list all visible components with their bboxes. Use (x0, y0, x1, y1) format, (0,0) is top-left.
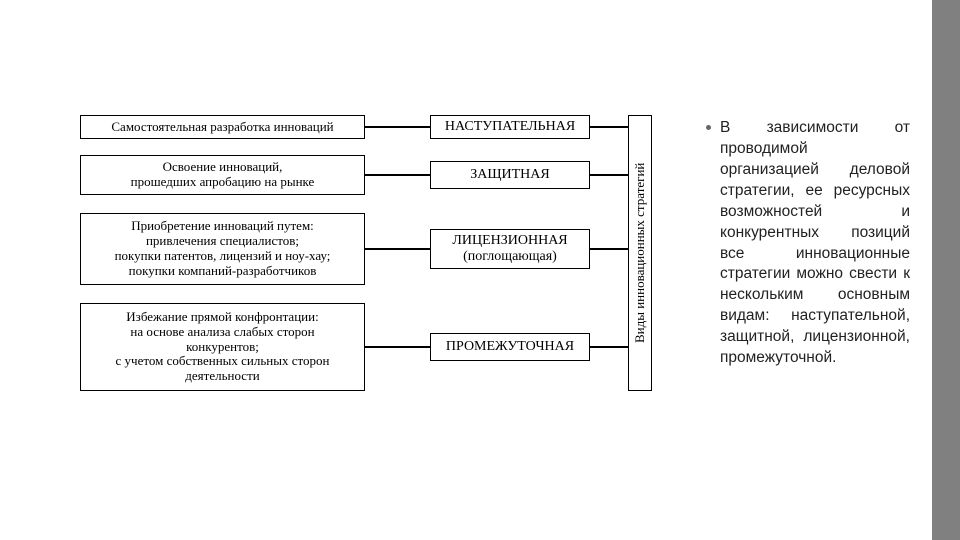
vertical-category-box: Виды инновационных стратегий (628, 115, 652, 391)
connector-l4 (365, 346, 430, 348)
connector-r2 (590, 174, 628, 176)
connector-l3 (365, 248, 430, 250)
explanation-paragraph: В зависимости от проводимой организацией… (720, 118, 910, 369)
strategy-diagram: Самостоятельная разработка инноваций Осв… (80, 115, 700, 495)
sidebar-decoration (932, 0, 960, 540)
slide-content: Самостоятельная разработка инноваций Осв… (0, 0, 932, 540)
left-box-2-text: Освоение инноваций, прошедших апробацию … (131, 160, 315, 190)
left-box-3-text: Приобретение инноваций путем: привлечени… (115, 219, 331, 279)
paragraph-text: В зависимости от проводимой организацией… (720, 119, 910, 366)
right-box-4: ПРОМЕЖУТОЧНАЯ (430, 333, 590, 361)
connector-r3 (590, 248, 628, 250)
left-box-4: Избежание прямой конфронтации: на основе… (80, 303, 365, 391)
right-box-2-text: ЗАЩИТНАЯ (470, 167, 549, 183)
bullet-icon (706, 125, 711, 130)
right-box-1: НАСТУПАТЕЛЬНАЯ (430, 115, 590, 139)
left-box-1: Самостоятельная разработка инноваций (80, 115, 365, 139)
right-box-3: ЛИЦЕНЗИОННАЯ (поглощающая) (430, 229, 590, 269)
right-box-1-text: НАСТУПАТЕЛЬНАЯ (445, 119, 575, 135)
left-box-4-text: Избежание прямой конфронтации: на основе… (116, 310, 330, 385)
connector-r4 (590, 346, 628, 348)
left-box-1-text: Самостоятельная разработка инноваций (111, 120, 333, 135)
right-box-3-text: ЛИЦЕНЗИОННАЯ (поглощающая) (452, 233, 567, 265)
left-box-3: Приобретение инноваций путем: привлечени… (80, 213, 365, 285)
right-box-4-text: ПРОМЕЖУТОЧНАЯ (446, 339, 574, 355)
connector-r1 (590, 126, 628, 128)
right-box-2: ЗАЩИТНАЯ (430, 161, 590, 189)
connector-l1 (365, 126, 430, 128)
left-box-2: Освоение инноваций, прошедших апробацию … (80, 155, 365, 195)
vertical-box-text: Виды инновационных стратегий (632, 163, 648, 343)
connector-l2 (365, 174, 430, 176)
